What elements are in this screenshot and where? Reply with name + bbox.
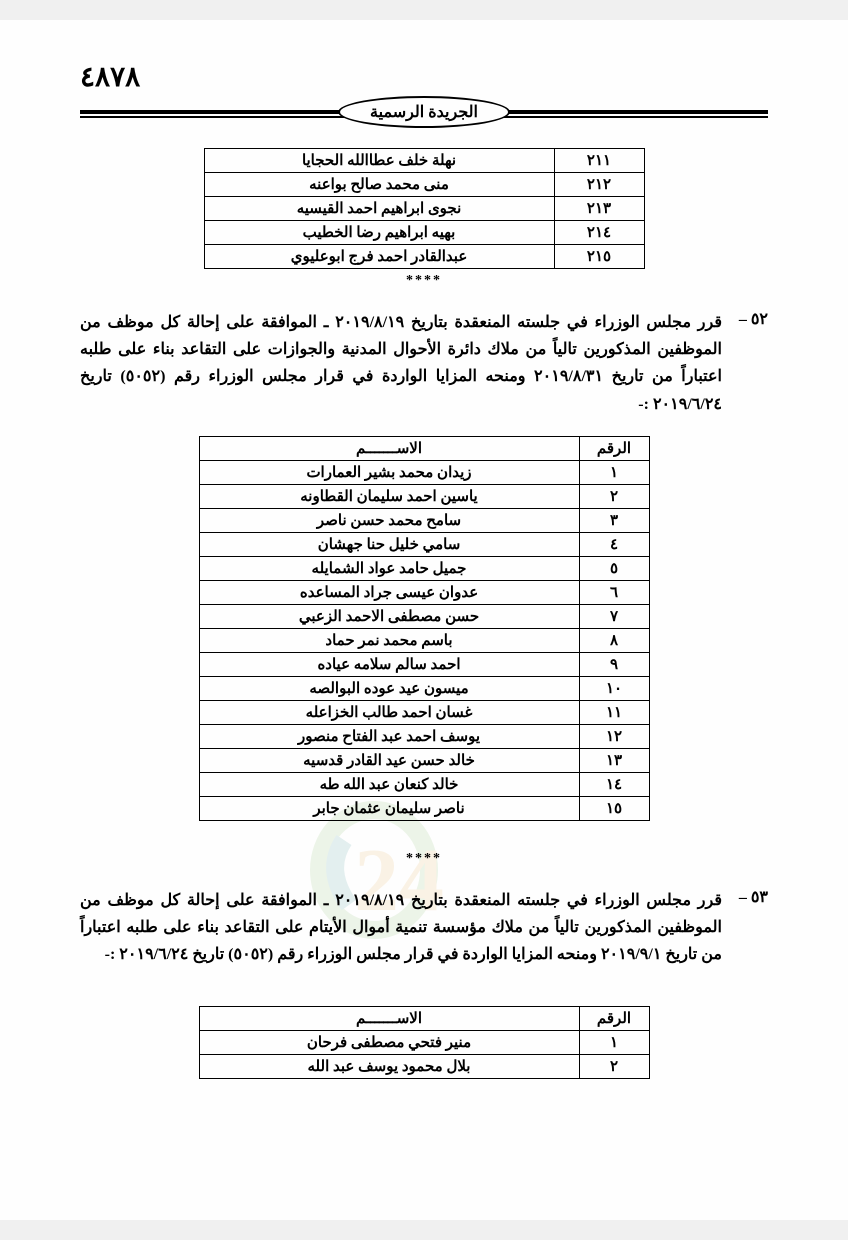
col-header-name: الاســـــــم: [199, 436, 579, 460]
row-name: خالد كنعان عبد الله طه: [199, 772, 579, 796]
table-row: ٢١٥عبدالقادر احمد فرج ابوعليوي: [204, 245, 644, 269]
decree-text: قرر مجلس الوزراء في جلسته المنعقدة بتاري…: [80, 887, 722, 969]
table-row: ٢بلال محمود يوسف عبد الله: [199, 1055, 649, 1079]
table-row: ٢١٣نجوى ابراهيم احمد القيسيه: [204, 197, 644, 221]
decree-number: ٥٢ –: [730, 309, 768, 329]
row-number: ٨: [579, 628, 649, 652]
row-name: نجوى ابراهيم احمد القيسيه: [204, 197, 554, 221]
table-row: ٢١٢منى محمد صالح بواعنه: [204, 173, 644, 197]
table-row: ٤سامي خليل حنا جهشان: [199, 532, 649, 556]
separator-stars: ****: [80, 851, 768, 867]
row-name: منى محمد صالح بواعنه: [204, 173, 554, 197]
row-name: سامي خليل حنا جهشان: [199, 532, 579, 556]
table-row: ١٢يوسف احمد عبد الفتاح منصور: [199, 724, 649, 748]
table-row: ١١غسان احمد طالب الخزاعله: [199, 700, 649, 724]
table-header-row: الرقم الاســـــــم: [199, 436, 649, 460]
decree-text: قرر مجلس الوزراء في جلسته المنعقدة بتاري…: [80, 309, 722, 418]
table-row: ٩احمد سالم سلامه عياده: [199, 652, 649, 676]
row-number: ٢١١: [554, 149, 644, 173]
table-row: ٨باسم محمد نمر حماد: [199, 628, 649, 652]
names-table-1: ٢١١نهلة خلف عطاالله الحجايا٢١٢منى محمد ص…: [204, 148, 645, 269]
row-name: خالد حسن عيد القادر قدسيه: [199, 748, 579, 772]
row-number: ٢١٢: [554, 173, 644, 197]
decree-53: ٥٣ – قرر مجلس الوزراء في جلسته المنعقدة …: [80, 887, 768, 969]
row-name: نهلة خلف عطاالله الحجايا: [204, 149, 554, 173]
row-name: جميل حامد عواد الشمايله: [199, 556, 579, 580]
page: ٤٨٧٨ الجريدة الرسمية 24 ٢١١نهلة خلف عطاا…: [0, 20, 848, 1220]
row-number: ٢١٣: [554, 197, 644, 221]
row-name: عبدالقادر احمد فرج ابوعليوي: [204, 245, 554, 269]
col-header-name: الاســـــــم: [199, 1007, 579, 1031]
header-rule: الجريدة الرسمية: [80, 110, 768, 118]
table-row: ٢١٤بهيه ابراهيم رضا الخطيب: [204, 221, 644, 245]
row-number: ٥: [579, 556, 649, 580]
row-number: ١: [579, 460, 649, 484]
row-name: سامح محمد حسن ناصر: [199, 508, 579, 532]
table-row: ٧حسن مصطفى الاحمد الزعبي: [199, 604, 649, 628]
page-number: ٤٨٧٨: [80, 60, 140, 94]
row-name: منير فتحي مصطفى فرحان: [199, 1031, 579, 1055]
row-number: ١٣: [579, 748, 649, 772]
row-number: ٢١٤: [554, 221, 644, 245]
table-row: ١٤خالد كنعان عبد الله طه: [199, 772, 649, 796]
row-number: ١١: [579, 700, 649, 724]
table-row: ١زيدان محمد بشير العمارات: [199, 460, 649, 484]
table-row: ٢ياسين احمد سليمان القطاونه: [199, 484, 649, 508]
row-name: بهيه ابراهيم رضا الخطيب: [204, 221, 554, 245]
table-row: ١٣خالد حسن عيد القادر قدسيه: [199, 748, 649, 772]
row-number: ٢: [579, 484, 649, 508]
row-number: ١٥: [579, 796, 649, 820]
row-number: ٣: [579, 508, 649, 532]
table-row: ١٥ناصر سليمان عثمان جابر: [199, 796, 649, 820]
row-number: ١: [579, 1031, 649, 1055]
row-number: ٩: [579, 652, 649, 676]
table-row: ٥جميل حامد عواد الشمايله: [199, 556, 649, 580]
row-name: زيدان محمد بشير العمارات: [199, 460, 579, 484]
row-name: ميسون عيد عوده البوالصه: [199, 676, 579, 700]
table-row: ١٠ميسون عيد عوده البوالصه: [199, 676, 649, 700]
row-number: ٦: [579, 580, 649, 604]
row-number: ٢١٥: [554, 245, 644, 269]
row-name: يوسف احمد عبد الفتاح منصور: [199, 724, 579, 748]
row-number: ٤: [579, 532, 649, 556]
table-header-row: الرقم الاســـــــم: [199, 1007, 649, 1031]
row-name: عدوان عيسى جراد المساعده: [199, 580, 579, 604]
names-table-3: الرقم الاســـــــم ١منير فتحي مصطفى فرحا…: [199, 1006, 650, 1079]
page-content: ٢١١نهلة خلف عطاالله الحجايا٢١٢منى محمد ص…: [80, 148, 768, 1079]
row-name: حسن مصطفى الاحمد الزعبي: [199, 604, 579, 628]
table-row: ٢١١نهلة خلف عطاالله الحجايا: [204, 149, 644, 173]
row-name: احمد سالم سلامه عياده: [199, 652, 579, 676]
row-name: بلال محمود يوسف عبد الله: [199, 1055, 579, 1079]
row-number: ١٤: [579, 772, 649, 796]
table-row: ١منير فتحي مصطفى فرحان: [199, 1031, 649, 1055]
row-number: ١٠: [579, 676, 649, 700]
row-name: باسم محمد نمر حماد: [199, 628, 579, 652]
col-header-num: الرقم: [579, 436, 649, 460]
gazette-title-oval: الجريدة الرسمية: [338, 96, 510, 128]
row-name: غسان احمد طالب الخزاعله: [199, 700, 579, 724]
row-number: ٢: [579, 1055, 649, 1079]
table-row: ٣سامح محمد حسن ناصر: [199, 508, 649, 532]
names-table-2: الرقم الاســـــــم ١زيدان محمد بشير العم…: [199, 436, 650, 821]
row-number: ١٢: [579, 724, 649, 748]
table-row: ٦عدوان عيسى جراد المساعده: [199, 580, 649, 604]
decree-52: ٥٢ – قرر مجلس الوزراء في جلسته المنعقدة …: [80, 309, 768, 418]
row-name: ياسين احمد سليمان القطاونه: [199, 484, 579, 508]
col-header-num: الرقم: [579, 1007, 649, 1031]
row-name: ناصر سليمان عثمان جابر: [199, 796, 579, 820]
row-number: ٧: [579, 604, 649, 628]
separator-stars: ****: [80, 273, 768, 289]
decree-number: ٥٣ –: [730, 887, 768, 907]
